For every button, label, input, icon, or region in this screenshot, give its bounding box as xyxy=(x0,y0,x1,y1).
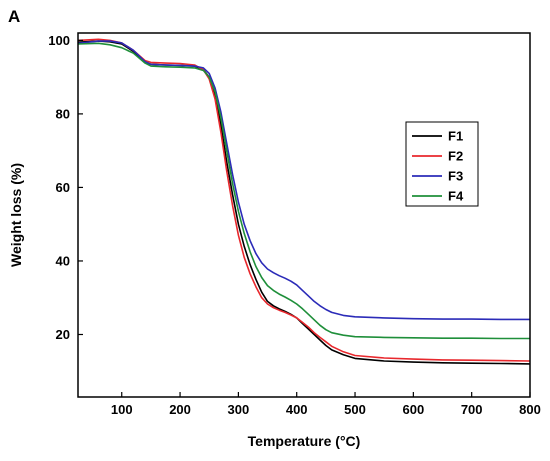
x-tick-label: 800 xyxy=(519,402,541,417)
y-axis-ticks: 20 40 60 80 100 xyxy=(48,33,83,342)
x-tick-label: 100 xyxy=(111,402,133,417)
legend-label-f3: F3 xyxy=(448,169,463,184)
x-tick-label: 500 xyxy=(344,402,366,417)
y-tick-label: 100 xyxy=(48,33,70,48)
legend: F1 F2 F3 F4 xyxy=(405,121,479,207)
plot-frame xyxy=(77,32,531,398)
x-axis-ticks: 100 200 300 400 500 600 700 800 xyxy=(111,392,541,417)
y-tick-label: 60 xyxy=(56,180,70,195)
series-line-f3 xyxy=(77,40,530,321)
x-tick-label: 600 xyxy=(403,402,425,417)
x-tick-label: 400 xyxy=(286,402,308,417)
y-tick-label: 20 xyxy=(56,327,70,342)
legend-box xyxy=(405,121,479,207)
x-tick-label: 200 xyxy=(169,402,191,417)
y-axis-title: Weight loss (%) xyxy=(8,163,24,267)
y-tick-label: 80 xyxy=(56,106,70,121)
legend-label-f4: F4 xyxy=(448,189,464,204)
y-tick-label: 40 xyxy=(56,253,70,268)
x-tick-label: 300 xyxy=(228,402,250,417)
panel-letter: A xyxy=(8,7,20,26)
legend-label-f2: F2 xyxy=(448,149,463,164)
series-lines xyxy=(77,38,531,365)
x-axis-title: Temperature (°C) xyxy=(248,433,361,449)
legend-label-f1: F1 xyxy=(448,129,463,144)
series-line-f4 xyxy=(77,42,530,340)
x-tick-label: 700 xyxy=(461,402,483,417)
series-line-f2 xyxy=(77,38,531,362)
